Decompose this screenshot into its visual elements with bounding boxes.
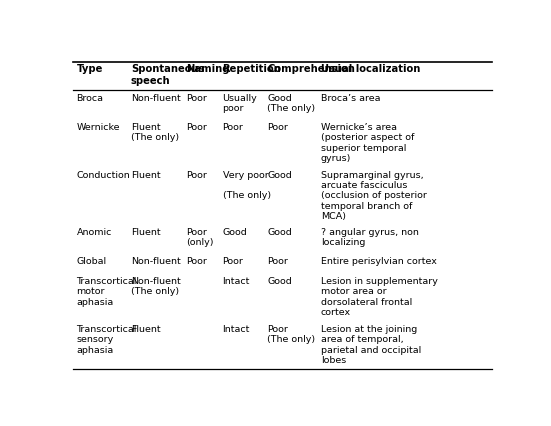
Text: Good: Good [267,227,292,236]
Text: Transcortical
sensory
aphasia: Transcortical sensory aphasia [77,325,137,354]
Text: Very poor

(The only): Very poor (The only) [223,171,271,201]
Text: ? angular gyrus, non
localizing: ? angular gyrus, non localizing [321,227,419,247]
Text: Poor: Poor [186,94,207,103]
Text: Naming: Naming [186,64,230,74]
Text: Poor: Poor [186,171,207,180]
Text: Intact: Intact [223,325,250,334]
Text: Wernicke’s area
(posterior aspect of
superior temporal
gyrus): Wernicke’s area (posterior aspect of sup… [321,123,414,163]
Text: Fluent: Fluent [131,325,160,334]
Text: Fluent: Fluent [131,227,160,236]
Text: Non-fluent
(The only): Non-fluent (The only) [131,277,181,296]
Text: Lesion in supplementary
motor area or
dorsolateral frontal
cortex: Lesion in supplementary motor area or do… [321,277,437,317]
Text: Repetition: Repetition [223,64,282,74]
Text: Poor: Poor [267,257,288,266]
Text: Global: Global [77,257,107,266]
Text: Anomic: Anomic [77,227,112,236]
Text: Spontaneous
speech: Spontaneous speech [131,64,204,86]
Text: Wernicke: Wernicke [77,123,120,132]
Text: Fluent: Fluent [131,171,160,180]
Text: Poor
(The only): Poor (The only) [267,325,316,344]
Text: Fluent
(The only): Fluent (The only) [131,123,179,142]
Text: Broca: Broca [77,94,104,103]
Text: Good: Good [267,277,292,286]
Text: Poor: Poor [223,123,244,132]
Text: Good: Good [267,171,292,180]
Text: Non-fluent: Non-fluent [131,257,181,266]
Text: Poor: Poor [267,123,288,132]
Text: Supramarginal gyrus,
arcuate fasciculus
(occlusion of posterior
temporal branch : Supramarginal gyrus, arcuate fasciculus … [321,171,426,221]
Text: Usual localization: Usual localization [321,64,420,74]
Text: Entire perisylvian cortex: Entire perisylvian cortex [321,257,437,266]
Text: Usually
poor: Usually poor [223,94,257,113]
Text: Broca’s area: Broca’s area [321,94,380,103]
Text: Non-fluent: Non-fluent [131,94,181,103]
Text: Poor: Poor [223,257,244,266]
Text: Intact: Intact [223,277,250,286]
Text: Poor: Poor [186,257,207,266]
Text: Poor
(only): Poor (only) [186,227,214,247]
Text: Type: Type [77,64,103,74]
Text: Transcortical
motor
aphasia: Transcortical motor aphasia [77,277,137,307]
Text: Lesion at the joining
area of temporal,
parietal and occipital
lobes: Lesion at the joining area of temporal, … [321,325,421,365]
Text: Comprehension: Comprehension [267,64,355,74]
Text: Conduction: Conduction [77,171,130,180]
Text: Good: Good [223,227,247,236]
Text: Good
(The only): Good (The only) [267,94,316,113]
Text: Poor: Poor [186,123,207,132]
